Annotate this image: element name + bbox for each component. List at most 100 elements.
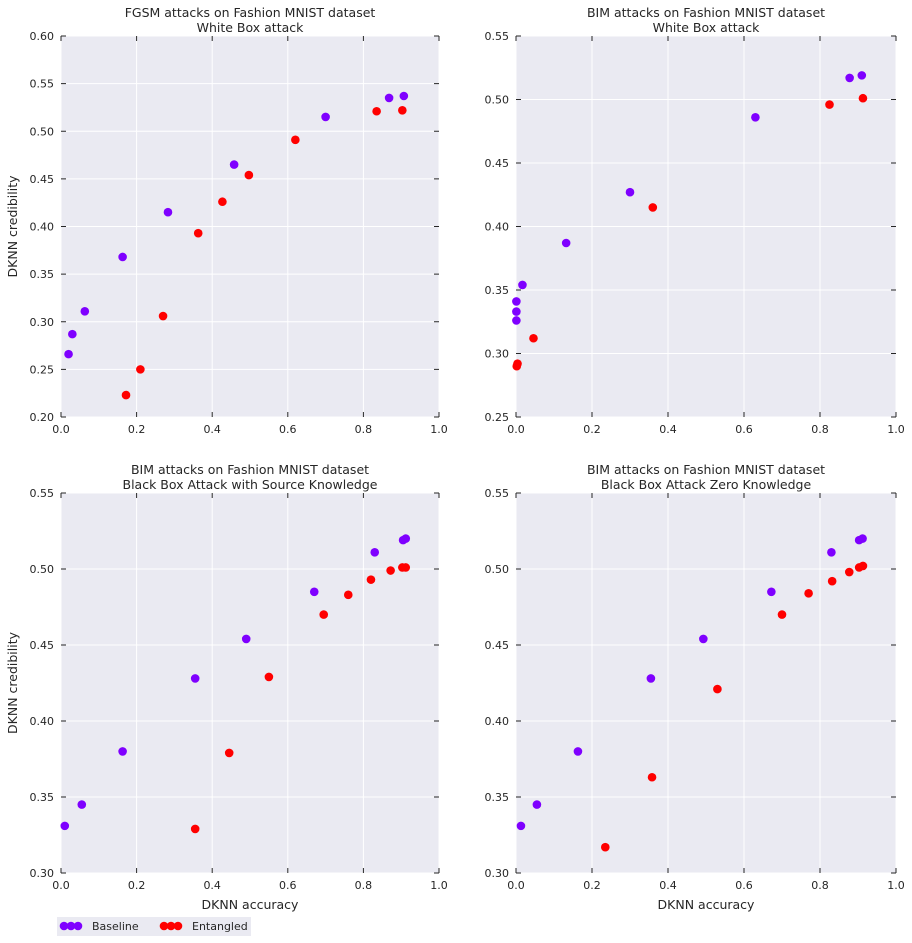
x-tick-label: 0.6 [279, 423, 297, 436]
y-tick-label: 0.55 [485, 487, 510, 500]
y-tick-label: 0.40 [30, 715, 55, 728]
baseline-point [751, 112, 760, 122]
scatter-panel-1: 0.0 0.2 0.4 0.6 0.8 1.0 0.20 0.25 0.30 0.35 0.40 0.… [5, 5, 448, 436]
y-tick-label: 0.35 [485, 791, 510, 804]
entangled-point [372, 106, 381, 116]
baseline-point [309, 587, 319, 597]
y-tick-label: 0.45 [485, 157, 510, 170]
legend: Baseline Entangled [57, 917, 251, 936]
x-tick-label: 0.8 [811, 423, 829, 436]
y-tick-label: 0.35 [485, 284, 510, 297]
legend-marker [59, 921, 69, 931]
entangled-point [401, 563, 411, 572]
entangled-point [713, 684, 722, 694]
entangled-point [291, 135, 300, 145]
baseline-point [858, 534, 867, 543]
baseline-point [561, 238, 571, 248]
baseline-point [118, 747, 127, 756]
y-tick-label: 0.45 [485, 639, 510, 652]
y-tick-label: 0.50 [485, 563, 510, 576]
baseline-point [512, 316, 521, 325]
y-tick-label: 0.50 [485, 94, 510, 107]
x-tick-label: 0.4 [203, 879, 221, 892]
entangled-point [601, 842, 610, 852]
legend-marker [173, 921, 183, 931]
entangled-point [158, 311, 168, 321]
chart-title: BIM attacks on Fashion MNIST dataset [587, 5, 825, 20]
legend-marker [66, 921, 76, 931]
entangled-point [264, 672, 274, 682]
baseline-point [80, 306, 90, 316]
y-tick-label: 0.25 [30, 363, 55, 376]
entangled-point [366, 575, 376, 584]
y-tick-label: 0.20 [30, 411, 55, 424]
y-tick-label: 0.60 [30, 30, 55, 43]
baseline-point [857, 71, 867, 80]
y-axis-label: DKNN credibility [5, 631, 20, 734]
plot-area [61, 493, 439, 873]
entangled-point [386, 566, 395, 575]
x-tick-label: 0.8 [355, 423, 373, 436]
entangled-point [343, 590, 353, 600]
y-tick-label: 0.45 [30, 173, 55, 186]
entangled-point [398, 105, 407, 115]
y-tick-label: 0.30 [485, 867, 510, 880]
baseline-point [399, 91, 409, 101]
baseline-point [190, 674, 200, 683]
entangled-point [858, 93, 868, 103]
x-tick-label: 0.2 [128, 879, 146, 892]
entangled-point [319, 610, 329, 619]
baseline-point [60, 821, 70, 831]
entangled-point [529, 333, 538, 343]
baseline-point [516, 821, 526, 831]
chart-title: BIM attacks on Fashion MNIST dataset [131, 462, 369, 477]
baseline-point [401, 534, 411, 543]
entangled-point [804, 589, 813, 598]
baseline-point [573, 747, 583, 756]
x-tick-label: 0.2 [583, 423, 601, 436]
entangled-point [827, 576, 837, 586]
y-tick-label: 0.40 [30, 221, 55, 234]
x-tick-label: 0.6 [735, 423, 753, 436]
plot-area [516, 493, 896, 873]
chart-subtitle: Black Box Attack with Source Knowledge [123, 477, 378, 492]
x-axis-label: DKNN accuracy [658, 897, 755, 912]
y-tick-label: 0.30 [485, 348, 510, 361]
x-tick-label: 1.0 [430, 423, 448, 436]
x-tick-label: 1.0 [430, 879, 448, 892]
entangled-point [648, 203, 658, 212]
legend-box [57, 917, 251, 936]
entangled-point [647, 772, 657, 782]
entangled-point [190, 824, 200, 834]
entangled-point [193, 228, 203, 238]
scatter-panel-2: 0.0 0.2 0.4 0.6 0.8 1.0 0.25 0.30 0.35 0.40 0.45 0.… [485, 5, 905, 436]
scatter-panel-3: 0.0 0.2 0.4 0.6 0.8 1.0 0.30 0.35 0.40 0.45 0.50 0.… [5, 462, 448, 912]
y-tick-label: 0.55 [30, 487, 55, 500]
baseline-point [163, 207, 173, 217]
baseline-point [512, 307, 521, 316]
legend-item-entangled: Entangled [159, 920, 248, 933]
x-tick-label: 0.4 [659, 879, 677, 892]
x-tick-label: 0.8 [355, 879, 373, 892]
baseline-point [241, 634, 251, 644]
baseline-point [518, 280, 527, 290]
baseline-point [827, 547, 836, 557]
entangled-point [858, 561, 868, 571]
baseline-point [384, 93, 394, 103]
chart-subtitle: Black Box Attack Zero Knowledge [601, 477, 812, 492]
x-tick-label: 0.6 [279, 879, 297, 892]
baseline-point [229, 160, 239, 169]
x-tick-label: 0.0 [52, 879, 70, 892]
y-tick-label: 0.30 [30, 316, 55, 329]
x-tick-label: 0.2 [128, 423, 146, 436]
x-tick-label: 1.0 [887, 423, 905, 436]
baseline-point [699, 634, 708, 644]
legend-item-baseline: Baseline [59, 920, 139, 933]
baseline-point [512, 297, 521, 306]
baseline-point [370, 547, 380, 557]
chart-title: BIM attacks on Fashion MNIST dataset [587, 462, 825, 477]
baseline-point [77, 800, 87, 809]
baseline-point [646, 674, 656, 683]
y-tick-label: 0.50 [30, 563, 55, 576]
chart-title: FGSM attacks on Fashion MNIST dataset [125, 5, 376, 20]
